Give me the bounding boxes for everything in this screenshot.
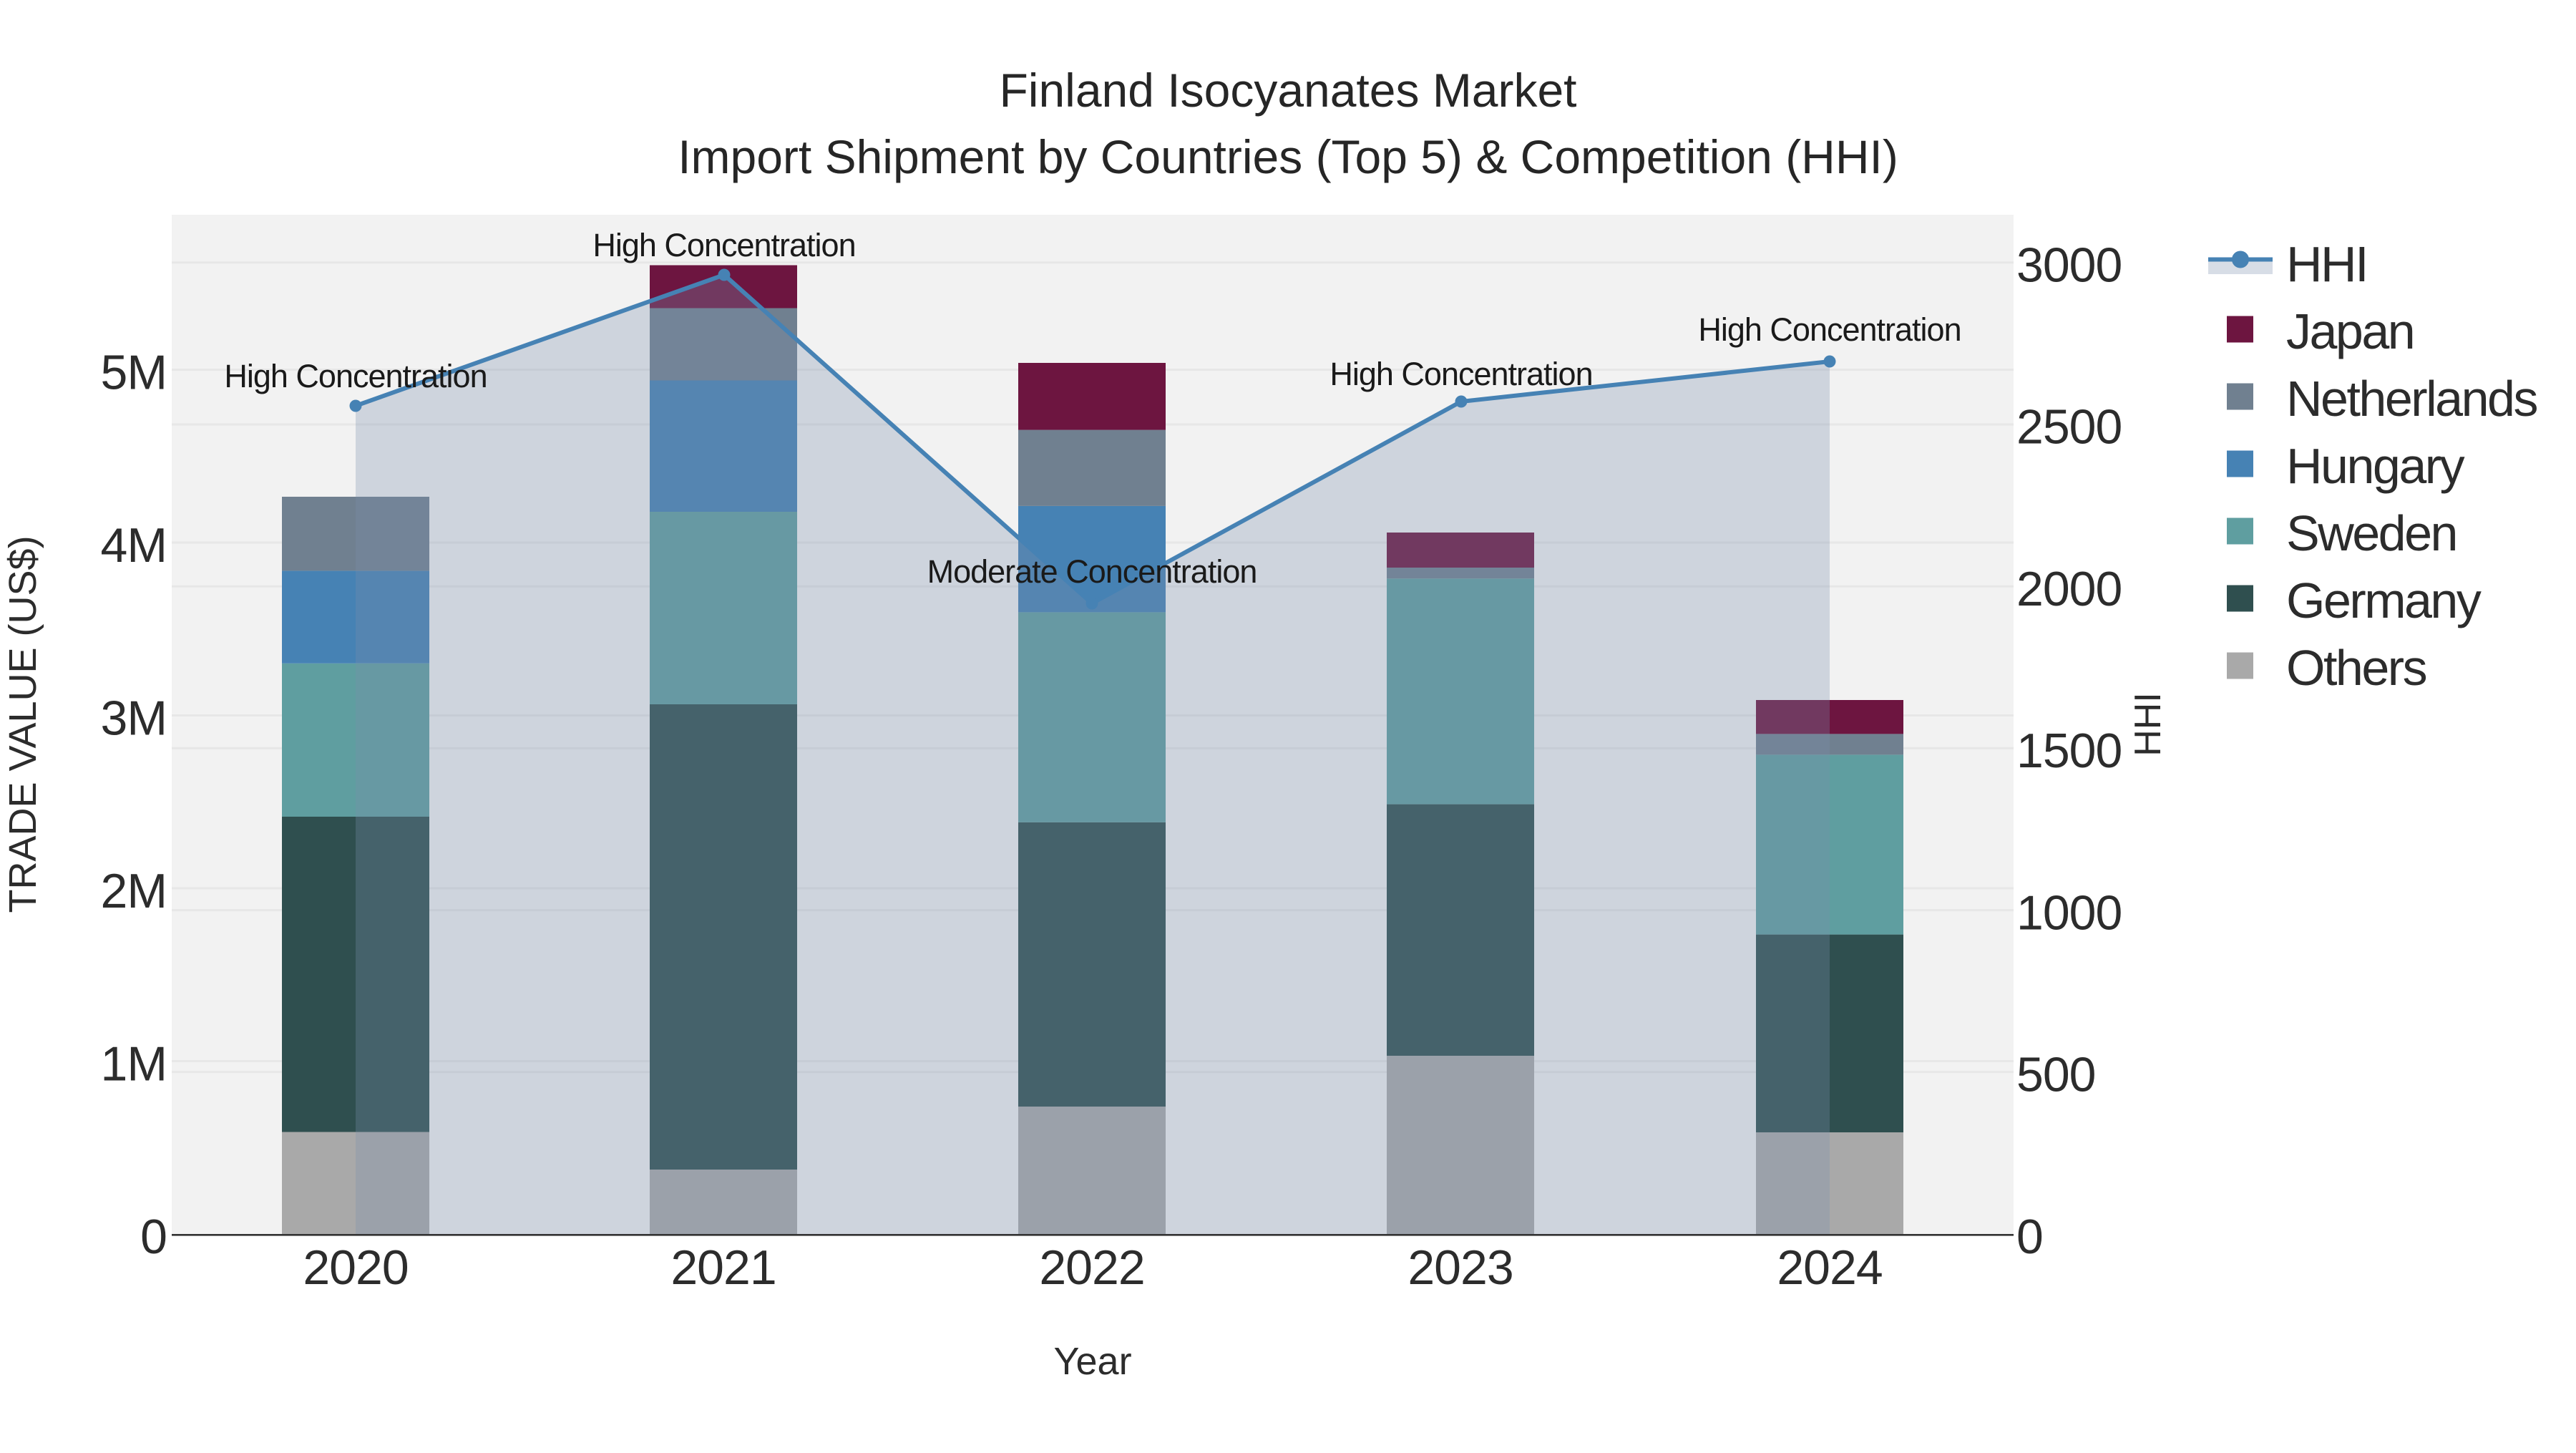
svg-text:Moderate Concentration: Moderate Concentration — [927, 553, 1257, 590]
svg-text:3000: 3000 — [2016, 238, 2122, 293]
svg-text:2020: 2020 — [303, 1240, 408, 1295]
svg-text:Finland Isocyanates Market: Finland Isocyanates Market — [999, 64, 1576, 117]
svg-text:2022: 2022 — [1039, 1240, 1144, 1295]
svg-text:High Concentration: High Concentration — [1330, 356, 1592, 392]
svg-text:Netherlands: Netherlands — [2286, 371, 2537, 427]
svg-text:500: 500 — [2016, 1048, 2095, 1102]
svg-text:Japan: Japan — [2286, 303, 2414, 359]
svg-text:2024: 2024 — [1777, 1240, 1882, 1295]
svg-text:1000: 1000 — [2016, 885, 2122, 940]
svg-text:4M: 4M — [101, 518, 167, 573]
svg-text:HHI: HHI — [2286, 236, 2367, 292]
svg-text:0: 0 — [140, 1210, 167, 1264]
svg-text:TRADE VALUE (US$): TRADE VALUE (US$) — [1, 535, 44, 913]
svg-text:3M: 3M — [101, 691, 167, 745]
svg-text:2023: 2023 — [1407, 1240, 1513, 1295]
svg-text:Year: Year — [1053, 1340, 1131, 1383]
svg-text:0: 0 — [2016, 1210, 2043, 1264]
svg-text:2021: 2021 — [670, 1240, 776, 1295]
svg-text:Others: Others — [2286, 640, 2426, 696]
svg-text:High Concentration: High Concentration — [1698, 311, 1961, 348]
svg-text:5M: 5M — [101, 345, 167, 399]
svg-text:1M: 1M — [101, 1036, 167, 1091]
svg-text:Sweden: Sweden — [2286, 505, 2457, 561]
svg-text:High Concentration: High Concentration — [592, 227, 855, 263]
svg-text:Import Shipment by Countries (: Import Shipment by Countries (Top 5) & C… — [678, 130, 1898, 183]
svg-text:2500: 2500 — [2016, 400, 2122, 455]
svg-text:2000: 2000 — [2016, 562, 2122, 616]
svg-text:Hungary: Hungary — [2286, 438, 2465, 494]
svg-text:High Concentration: High Concentration — [224, 358, 487, 394]
svg-text:2M: 2M — [101, 864, 167, 918]
svg-text:HHI: HHI — [2127, 692, 2169, 757]
svg-text:Germany: Germany — [2286, 573, 2482, 628]
svg-text:1500: 1500 — [2016, 724, 2122, 778]
